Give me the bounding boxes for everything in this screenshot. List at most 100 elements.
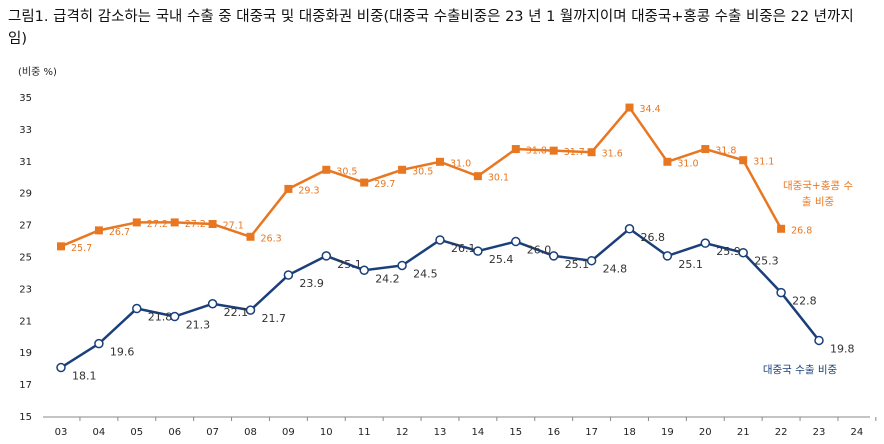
- chart-title: 그림1. 급격히 감소하는 국내 수출 중 대중국 및 대중화권 비중(대중국 …: [8, 9, 854, 47]
- series-line: [60, 227, 820, 369]
- data-label: 25.1: [337, 258, 362, 271]
- data-label: 25.4: [489, 253, 514, 266]
- y-tick-label: 29: [19, 189, 32, 200]
- marker: [359, 265, 369, 276]
- data-label: 31.8: [526, 146, 547, 157]
- data-label: 29.3: [298, 185, 319, 196]
- marker: [398, 165, 407, 174]
- marker: [284, 184, 293, 193]
- x-tick-label: 06: [168, 427, 181, 438]
- x-tick-label: 17: [585, 427, 598, 438]
- data-label: 26.0: [527, 244, 552, 257]
- marker: [169, 311, 180, 322]
- marker: [511, 236, 521, 247]
- x-tick-label: 07: [206, 427, 219, 438]
- x-tick-label: 22: [775, 427, 788, 438]
- marker: [94, 226, 103, 235]
- data-label: 27.2: [147, 219, 168, 230]
- x-tick-label: 23: [813, 427, 826, 438]
- data-label: 26.1: [451, 242, 476, 255]
- y-tick-label: 31: [19, 157, 32, 168]
- marker: [56, 362, 66, 373]
- data-label: 18.1: [72, 370, 97, 383]
- marker: [624, 224, 635, 234]
- marker: [663, 157, 672, 166]
- x-tick-label: 10: [320, 427, 333, 438]
- data-label: 22.8: [792, 295, 817, 308]
- marker: [208, 220, 217, 229]
- y-tick-label: 27: [19, 221, 32, 232]
- data-label: 31.1: [753, 157, 774, 168]
- marker: [207, 299, 218, 309]
- marker: [132, 303, 142, 314]
- y-tick-label: 19: [19, 348, 32, 359]
- x-tick-label: 08: [244, 427, 257, 438]
- marker: [473, 246, 483, 256]
- data-label: 26.3: [261, 233, 282, 244]
- series-label: 대중국 수출 비중: [762, 364, 838, 376]
- marker: [321, 251, 332, 261]
- marker: [586, 255, 597, 266]
- y-tick-label: 33: [19, 125, 32, 136]
- x-tick-label: 11: [358, 427, 371, 438]
- marker: [511, 145, 520, 154]
- data-label: 24.5: [413, 267, 438, 280]
- marker: [738, 247, 748, 258]
- x-tick-label: 19: [661, 427, 674, 438]
- x-tick-label: 04: [93, 427, 106, 438]
- data-label: 30.5: [336, 166, 357, 177]
- data-label: 27.1: [223, 221, 244, 232]
- data-label: 21.3: [186, 319, 211, 332]
- data-label: 26.8: [641, 231, 666, 244]
- marker: [776, 287, 786, 298]
- y-tick-label: 17: [19, 380, 32, 391]
- data-label: 30.1: [488, 173, 509, 184]
- data-label: 24.2: [375, 272, 400, 285]
- data-label: 31.8: [715, 146, 736, 157]
- x-tick-label: 09: [282, 427, 295, 438]
- x-tick-label: 21: [737, 427, 750, 438]
- y-tick-label: 15: [19, 412, 32, 423]
- data-label: 30.5: [412, 166, 433, 177]
- marker: [170, 218, 179, 227]
- marker: [436, 157, 444, 166]
- y-tick-label: 25: [19, 253, 32, 264]
- marker: [473, 172, 482, 181]
- marker: [625, 103, 634, 112]
- x-tick-label: 18: [623, 427, 636, 438]
- data-label: 25.9: [716, 245, 741, 258]
- marker: [587, 148, 596, 157]
- series-line: [60, 105, 783, 248]
- y-tick-label: 23: [19, 284, 32, 295]
- x-tick-label: 16: [547, 427, 560, 438]
- data-label: 27.2: [185, 219, 206, 230]
- x-tick-label: 24: [851, 427, 864, 438]
- x-tick-label: 20: [699, 427, 712, 438]
- y-axis-label: (비중 %): [18, 66, 57, 78]
- data-label: 23.9: [299, 277, 324, 290]
- data-label: 21.8: [148, 311, 173, 324]
- data-label: 25.3: [754, 255, 779, 268]
- marker: [739, 156, 748, 165]
- data-label: 26.8: [791, 225, 812, 236]
- marker: [435, 235, 445, 245]
- x-tick-label: 15: [509, 427, 522, 438]
- marker: [549, 146, 558, 155]
- marker: [360, 178, 369, 187]
- marker: [246, 232, 255, 241]
- marker: [777, 224, 786, 233]
- data-label: 31.6: [602, 149, 623, 160]
- data-label: 31.0: [677, 158, 698, 169]
- marker: [322, 165, 331, 174]
- y-tick-label: 35: [19, 93, 32, 104]
- marker: [700, 238, 711, 248]
- marker: [662, 251, 673, 261]
- x-tick-label: 12: [396, 427, 409, 438]
- data-label: 25.1: [678, 258, 703, 271]
- x-tick-label: 03: [55, 427, 68, 438]
- data-label: 29.7: [374, 179, 395, 190]
- marker: [397, 260, 407, 271]
- marker: [701, 145, 710, 154]
- marker: [814, 335, 824, 346]
- data-label: 22.1: [224, 306, 249, 319]
